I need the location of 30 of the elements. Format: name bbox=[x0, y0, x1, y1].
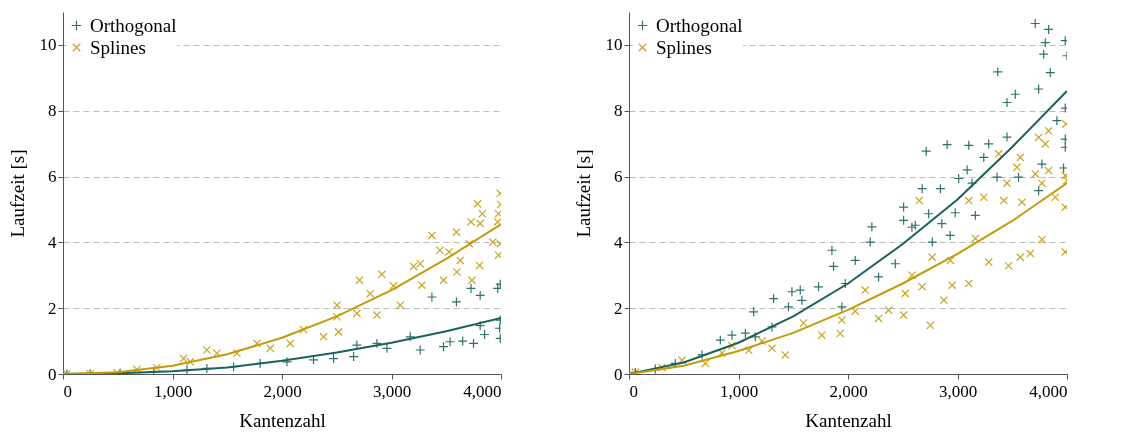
y-tick-label: 6 bbox=[48, 167, 57, 187]
y-tick-label: 10 bbox=[605, 35, 623, 55]
x-axis-title: Kantenzahl bbox=[239, 409, 326, 431]
x-tick-label: 3,000 bbox=[938, 381, 978, 401]
y-tick-label: 10 bbox=[39, 35, 57, 55]
x-tick-label: 1,000 bbox=[153, 381, 193, 401]
y-tick-label: 2 bbox=[48, 298, 57, 318]
y-tick-label: 2 bbox=[614, 298, 623, 318]
x-tick-label: 2,000 bbox=[263, 381, 302, 401]
y-axis-title: Laufzeit [s] bbox=[572, 149, 594, 238]
x-tick-label: 4,000 bbox=[1029, 381, 1068, 401]
x-axis-title: Kantenzahl bbox=[805, 409, 892, 431]
y-tick-label: 0 bbox=[614, 364, 623, 384]
y-tick-label: 6 bbox=[614, 167, 623, 187]
y-tick-label: 0 bbox=[48, 364, 57, 384]
legend-label: Splines bbox=[656, 36, 712, 58]
x-tick-label: 3,000 bbox=[372, 381, 412, 401]
y-tick-label: 4 bbox=[614, 232, 623, 252]
x-tick-label: 0 bbox=[63, 381, 72, 401]
x-tick-label: 2,000 bbox=[829, 381, 868, 401]
y-tick-label: 4 bbox=[48, 232, 57, 252]
legend-label: Orthogonal bbox=[656, 14, 743, 36]
legend-label: Orthogonal bbox=[90, 14, 177, 36]
y-tick-label: 8 bbox=[48, 101, 57, 121]
x-tick-label: 4,000 bbox=[463, 381, 502, 401]
x-tick-label: 1,000 bbox=[719, 381, 759, 401]
x-tick-label: 0 bbox=[629, 381, 638, 401]
y-axis-title: Laufzeit [s] bbox=[6, 149, 28, 238]
legend-label: Splines bbox=[90, 36, 146, 58]
y-tick-label: 8 bbox=[614, 101, 623, 121]
